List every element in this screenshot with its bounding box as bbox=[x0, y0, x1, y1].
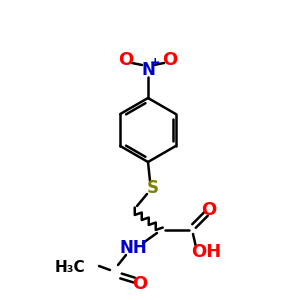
Text: NH: NH bbox=[119, 239, 147, 257]
Text: O: O bbox=[201, 201, 217, 219]
Text: OH: OH bbox=[191, 243, 221, 261]
Text: S: S bbox=[147, 179, 159, 197]
Text: O: O bbox=[162, 51, 178, 69]
Text: H₃C: H₃C bbox=[54, 260, 85, 274]
Text: N: N bbox=[141, 61, 155, 79]
Text: +: + bbox=[150, 56, 160, 68]
Text: O: O bbox=[118, 51, 134, 69]
Text: O: O bbox=[132, 275, 148, 293]
